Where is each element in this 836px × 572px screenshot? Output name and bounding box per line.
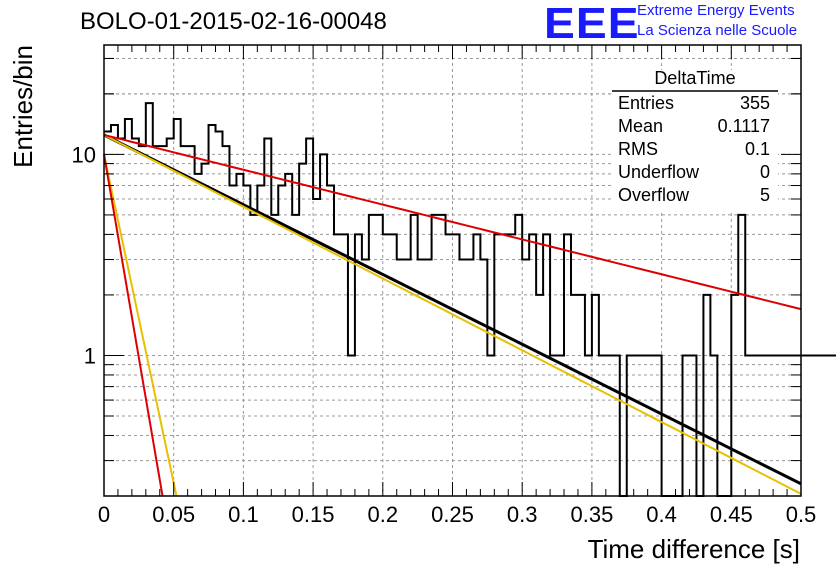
stats-label: Entries xyxy=(618,93,675,113)
fit-line-3 xyxy=(103,154,178,497)
x-tick-label: 0.4 xyxy=(646,502,677,527)
fit-line-2 xyxy=(103,133,802,311)
stats-label: RMS xyxy=(618,139,658,159)
x-tick-label: 0.2 xyxy=(368,502,399,527)
stats-value: 0.1117 xyxy=(717,116,770,136)
x-tick-label: 0.25 xyxy=(431,502,474,527)
fit-line-4 xyxy=(103,154,164,497)
stats-label: Mean xyxy=(618,116,664,136)
stats-row-entries: Entries 355 xyxy=(618,93,770,115)
fit-line-0 xyxy=(103,133,802,486)
x-tick-label: 0.1 xyxy=(228,502,259,527)
y-tick-label: 10 xyxy=(72,142,96,167)
y-tick-label: 1 xyxy=(84,343,96,368)
stats-box xyxy=(612,70,778,210)
x-tick-label: 0.15 xyxy=(292,502,335,527)
fit-curves xyxy=(103,133,802,497)
x-axis-label: Time difference [s] xyxy=(588,534,800,564)
stats-row-mean: Mean 0.1117 xyxy=(618,116,770,138)
chart-title: BOLO-01-2015-02-16-00048 xyxy=(80,8,387,35)
x-tick-label: 0 xyxy=(98,502,110,527)
stats-row-rms: RMS 0.1 xyxy=(618,139,770,161)
histogram-bins xyxy=(104,102,836,497)
logo-line-1: Extreme Energy Events xyxy=(637,2,795,19)
stats-label: Underflow xyxy=(618,162,700,182)
histogram xyxy=(104,102,836,497)
stats-row-underflow: Underflow 0 xyxy=(618,162,770,184)
eee-logo: EEE xyxy=(544,0,640,48)
stats-value: 0 xyxy=(759,162,770,182)
y-axis-label: Entries/bin xyxy=(8,45,38,168)
logo-line-2: La Scienza nelle Scuole xyxy=(637,22,798,39)
stats-value: 355 xyxy=(739,93,770,113)
stats-value: 5 xyxy=(759,185,770,205)
axis-ticks xyxy=(103,45,802,496)
stats-title: DeltaTime xyxy=(654,68,736,88)
x-tick-label: 0.35 xyxy=(570,502,613,527)
x-tick-label: 0.3 xyxy=(507,502,538,527)
stats-value: 0.1 xyxy=(744,139,770,159)
x-tick-label: 0.45 xyxy=(710,502,753,527)
x-tick-label: 0.05 xyxy=(152,502,195,527)
stats-row-overflow: Overflow 5 xyxy=(618,185,770,207)
stats-label: Overflow xyxy=(618,185,690,205)
x-tick-label: 0.5 xyxy=(786,502,817,527)
fit-line-1 xyxy=(103,134,802,495)
